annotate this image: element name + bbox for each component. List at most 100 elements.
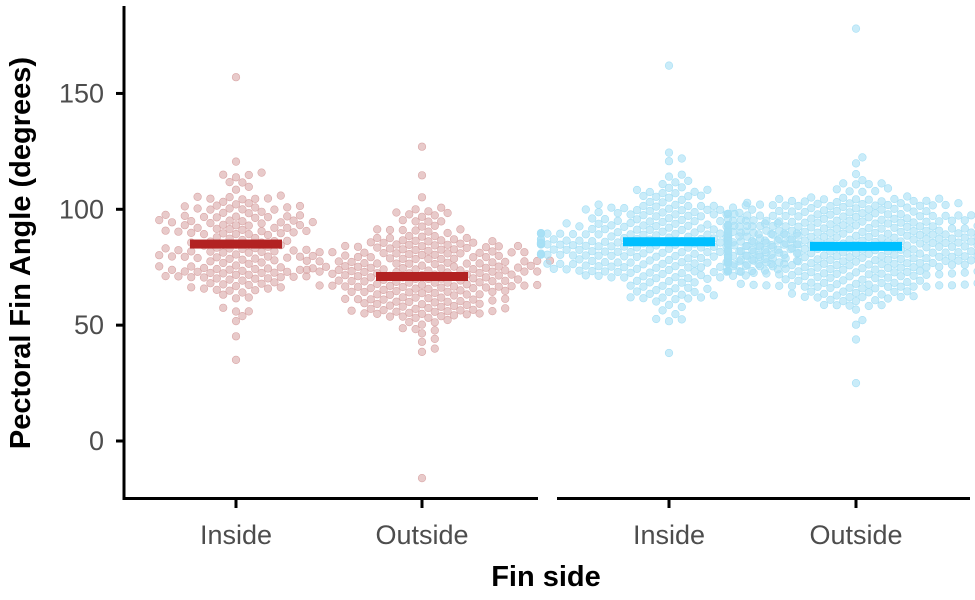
data-point [536,249,546,258]
data-point [212,201,221,210]
data-point [903,214,912,223]
data-point [775,270,784,279]
data-point [417,474,427,483]
data-point [768,242,777,251]
data-point [826,255,835,265]
data-point [883,184,893,193]
data-point [658,189,667,198]
data-point [568,230,578,239]
data-point [411,217,420,226]
data-point [581,241,590,250]
data-point [960,268,969,277]
data-point [251,203,260,212]
data-point [353,242,363,251]
data-point [238,312,247,321]
median-bar [623,237,715,247]
data-point [935,262,944,271]
data-point [581,271,590,280]
data-point [626,218,635,228]
data-point [851,159,861,168]
data-point [626,210,635,219]
data-point [896,282,905,291]
data-point [575,266,584,275]
data-point [947,234,957,243]
data-point [794,276,803,286]
data-point [533,256,542,266]
data-point [475,278,484,287]
data-point [449,245,459,254]
data-point [664,193,674,202]
data-point [167,265,177,275]
data-point [263,274,273,283]
data-point [671,219,680,228]
data-point [941,211,950,220]
data-point [276,283,285,292]
data-point [424,284,433,294]
data-point [206,219,215,228]
data-point [890,204,899,213]
data-point [941,256,950,266]
x-tick-label: Inside [633,520,705,550]
data-point [794,231,803,240]
data-point [417,142,427,151]
data-point [366,295,375,304]
data-point [347,306,356,315]
data-point [819,289,829,298]
data-point [231,185,241,194]
data-point [206,279,215,288]
data-point [883,219,893,228]
data-point [244,221,253,230]
data-point [935,270,944,279]
data-point [347,257,356,267]
data-point [199,273,209,282]
data-point [664,157,674,166]
data-point [819,224,829,233]
data-point [231,294,241,303]
data-point [677,170,686,179]
data-point [794,222,803,231]
data-point [632,276,642,286]
data-point [800,197,809,206]
data-point [167,252,177,261]
data-point [709,201,718,210]
x-tick-label: Outside [375,520,468,550]
data-point [398,282,407,292]
data-point [238,255,247,264]
data-point [257,279,266,288]
data-point [613,209,622,218]
data-point [341,262,350,271]
data-point [909,196,918,206]
data-point [257,219,266,228]
data-point [639,282,648,291]
data-point [443,307,452,316]
data-point [392,259,401,268]
data-point [743,251,752,260]
data-point [575,222,584,231]
data-point [392,297,401,306]
data-point [238,276,247,285]
data-point [398,324,407,333]
data-point [671,310,680,319]
data-point [543,259,552,268]
data-point [903,222,912,231]
data-point [568,251,578,260]
data-point [270,256,279,265]
data-point [755,242,765,251]
data-point [645,268,654,277]
data-point [607,232,616,241]
data-point [632,206,642,215]
data-point [588,267,597,276]
data-point [174,246,183,255]
data-point [283,236,292,245]
data-point [353,252,363,262]
data-point [755,234,765,243]
data-point [813,228,822,237]
data-point [251,213,260,222]
data-point [954,248,963,257]
data-point [212,274,221,283]
data-point [845,187,854,196]
data-point [328,281,337,290]
data-point [449,291,459,300]
data-point [703,220,712,229]
data-point [562,219,571,228]
